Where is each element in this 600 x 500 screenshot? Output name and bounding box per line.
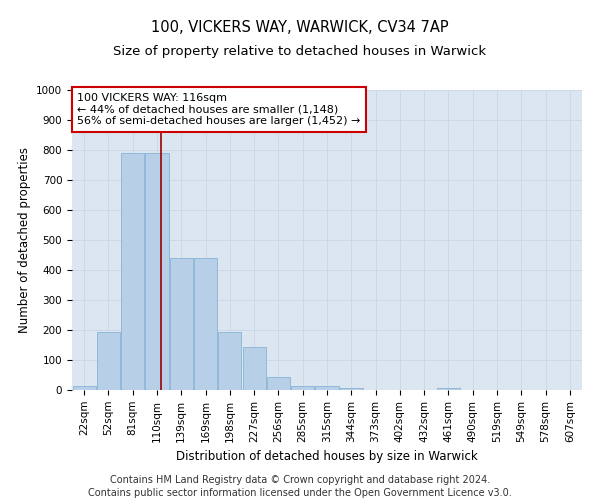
Text: Contains public sector information licensed under the Open Government Licence v3: Contains public sector information licen… [88, 488, 512, 498]
Bar [170, 258, 193, 390]
Bar [437, 388, 460, 390]
Bar [242, 347, 266, 390]
Y-axis label: Number of detached properties: Number of detached properties [17, 147, 31, 333]
Text: 100 VICKERS WAY: 116sqm
← 44% of detached houses are smaller (1,148)
56% of semi: 100 VICKERS WAY: 116sqm ← 44% of detache… [77, 93, 361, 126]
Bar [218, 332, 241, 390]
Bar [291, 386, 314, 390]
Bar [121, 153, 144, 390]
Bar [267, 378, 290, 390]
X-axis label: Distribution of detached houses by size in Warwick: Distribution of detached houses by size … [176, 450, 478, 463]
Bar [194, 258, 217, 390]
Bar [145, 153, 169, 390]
Bar [316, 386, 338, 390]
Text: 100, VICKERS WAY, WARWICK, CV34 7AP: 100, VICKERS WAY, WARWICK, CV34 7AP [151, 20, 449, 35]
Text: Contains HM Land Registry data © Crown copyright and database right 2024.: Contains HM Land Registry data © Crown c… [110, 475, 490, 485]
Text: Size of property relative to detached houses in Warwick: Size of property relative to detached ho… [113, 45, 487, 58]
Bar [73, 386, 95, 390]
Bar [340, 388, 363, 390]
Bar [97, 332, 120, 390]
